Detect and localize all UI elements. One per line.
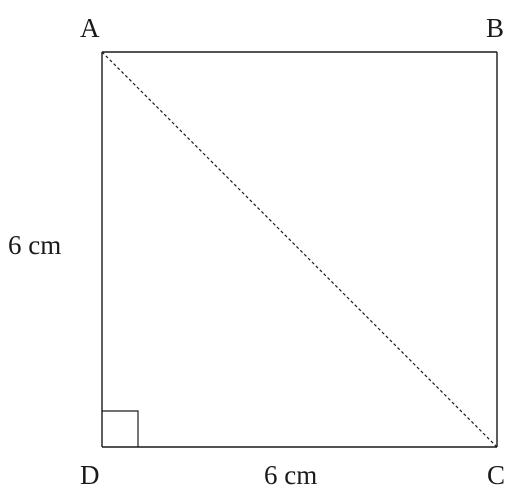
vertex-label-a: A — [80, 13, 100, 43]
vertex-label-b: B — [486, 13, 504, 43]
vertex-label-d: D — [80, 460, 100, 490]
vertex-label-c: C — [487, 460, 505, 490]
diagonal-ac — [101, 51, 498, 448]
side-label-dc: 6 cm — [264, 460, 317, 490]
right-angle-marker-d — [102, 410, 139, 447]
side-label-ad: 6 cm — [8, 230, 61, 260]
